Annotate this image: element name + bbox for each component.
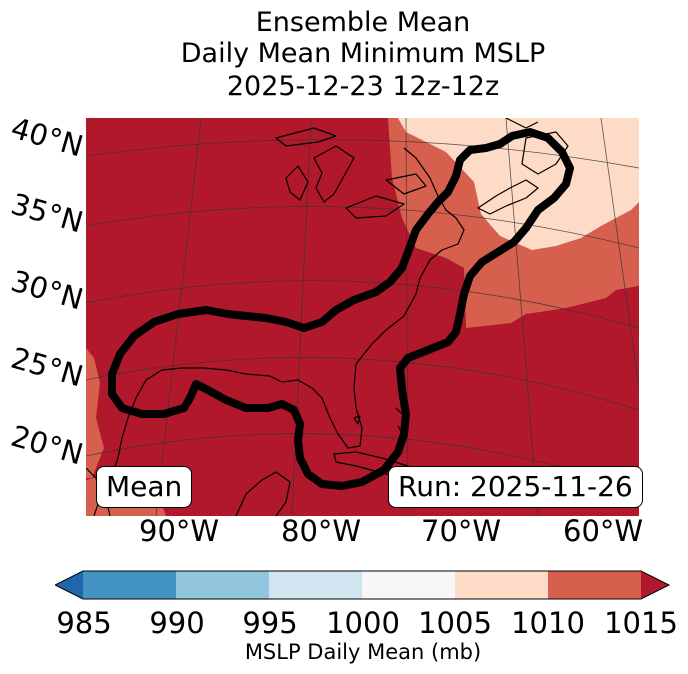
- colorbar-bin-1010-1015: [548, 571, 641, 599]
- title-line-1: Ensemble Mean: [255, 7, 471, 38]
- lat-label-20: 20°N: [7, 418, 87, 472]
- colorbar-outline: [55, 570, 671, 600]
- lat-label-40: 40°N: [7, 110, 87, 164]
- colorbar-label: MSLP Daily Mean (mb): [244, 640, 482, 664]
- mslp-contour-line: [108, 128, 574, 490]
- colorbar: [55, 570, 671, 600]
- lon-label-80w: 80°W: [281, 514, 362, 548]
- colorbar-tick-1000: 1000: [326, 606, 400, 640]
- colorbar-under-arrow: [55, 571, 83, 599]
- lat-label-25: 25°N: [7, 340, 87, 394]
- lat-label-30: 30°N: [7, 263, 87, 317]
- map-panel: [86, 118, 639, 516]
- colorbar-tick-990: 990: [149, 606, 205, 640]
- map-svg: [86, 118, 639, 516]
- lon-label-60w: 60°W: [563, 514, 644, 548]
- colorbar-tick-995: 995: [242, 606, 298, 640]
- colorbar-tick-1015: 1015: [604, 606, 678, 640]
- title-line-3: 2025-12-23 12z-12z: [226, 71, 500, 102]
- colorbar-tick-985: 985: [56, 606, 112, 640]
- colorbar-bin-1005-1010: [455, 571, 548, 599]
- lon-label-90w: 90°W: [139, 514, 220, 548]
- colorbar-over-arrow: [641, 571, 669, 599]
- lat-label-35: 35°N: [7, 186, 87, 240]
- colorbar-tick-1010: 1010: [511, 606, 585, 640]
- mean-label-box: Mean: [96, 466, 193, 508]
- colorbar-bin-990-995: [176, 571, 269, 599]
- title-line-2: Daily Mean Minimum MSLP: [180, 38, 546, 69]
- colorbar-bin-995-1000: [269, 571, 362, 599]
- run-date-box: Run: 2025-11-26: [388, 466, 643, 508]
- colorbar-tick-1005: 1005: [418, 606, 492, 640]
- pressure-field-west-strip: [86, 348, 104, 478]
- colorbar-bin-1000-1005: [362, 571, 455, 599]
- colorbar-bin-985-990: [83, 571, 176, 599]
- lon-label-70w: 70°W: [421, 514, 502, 548]
